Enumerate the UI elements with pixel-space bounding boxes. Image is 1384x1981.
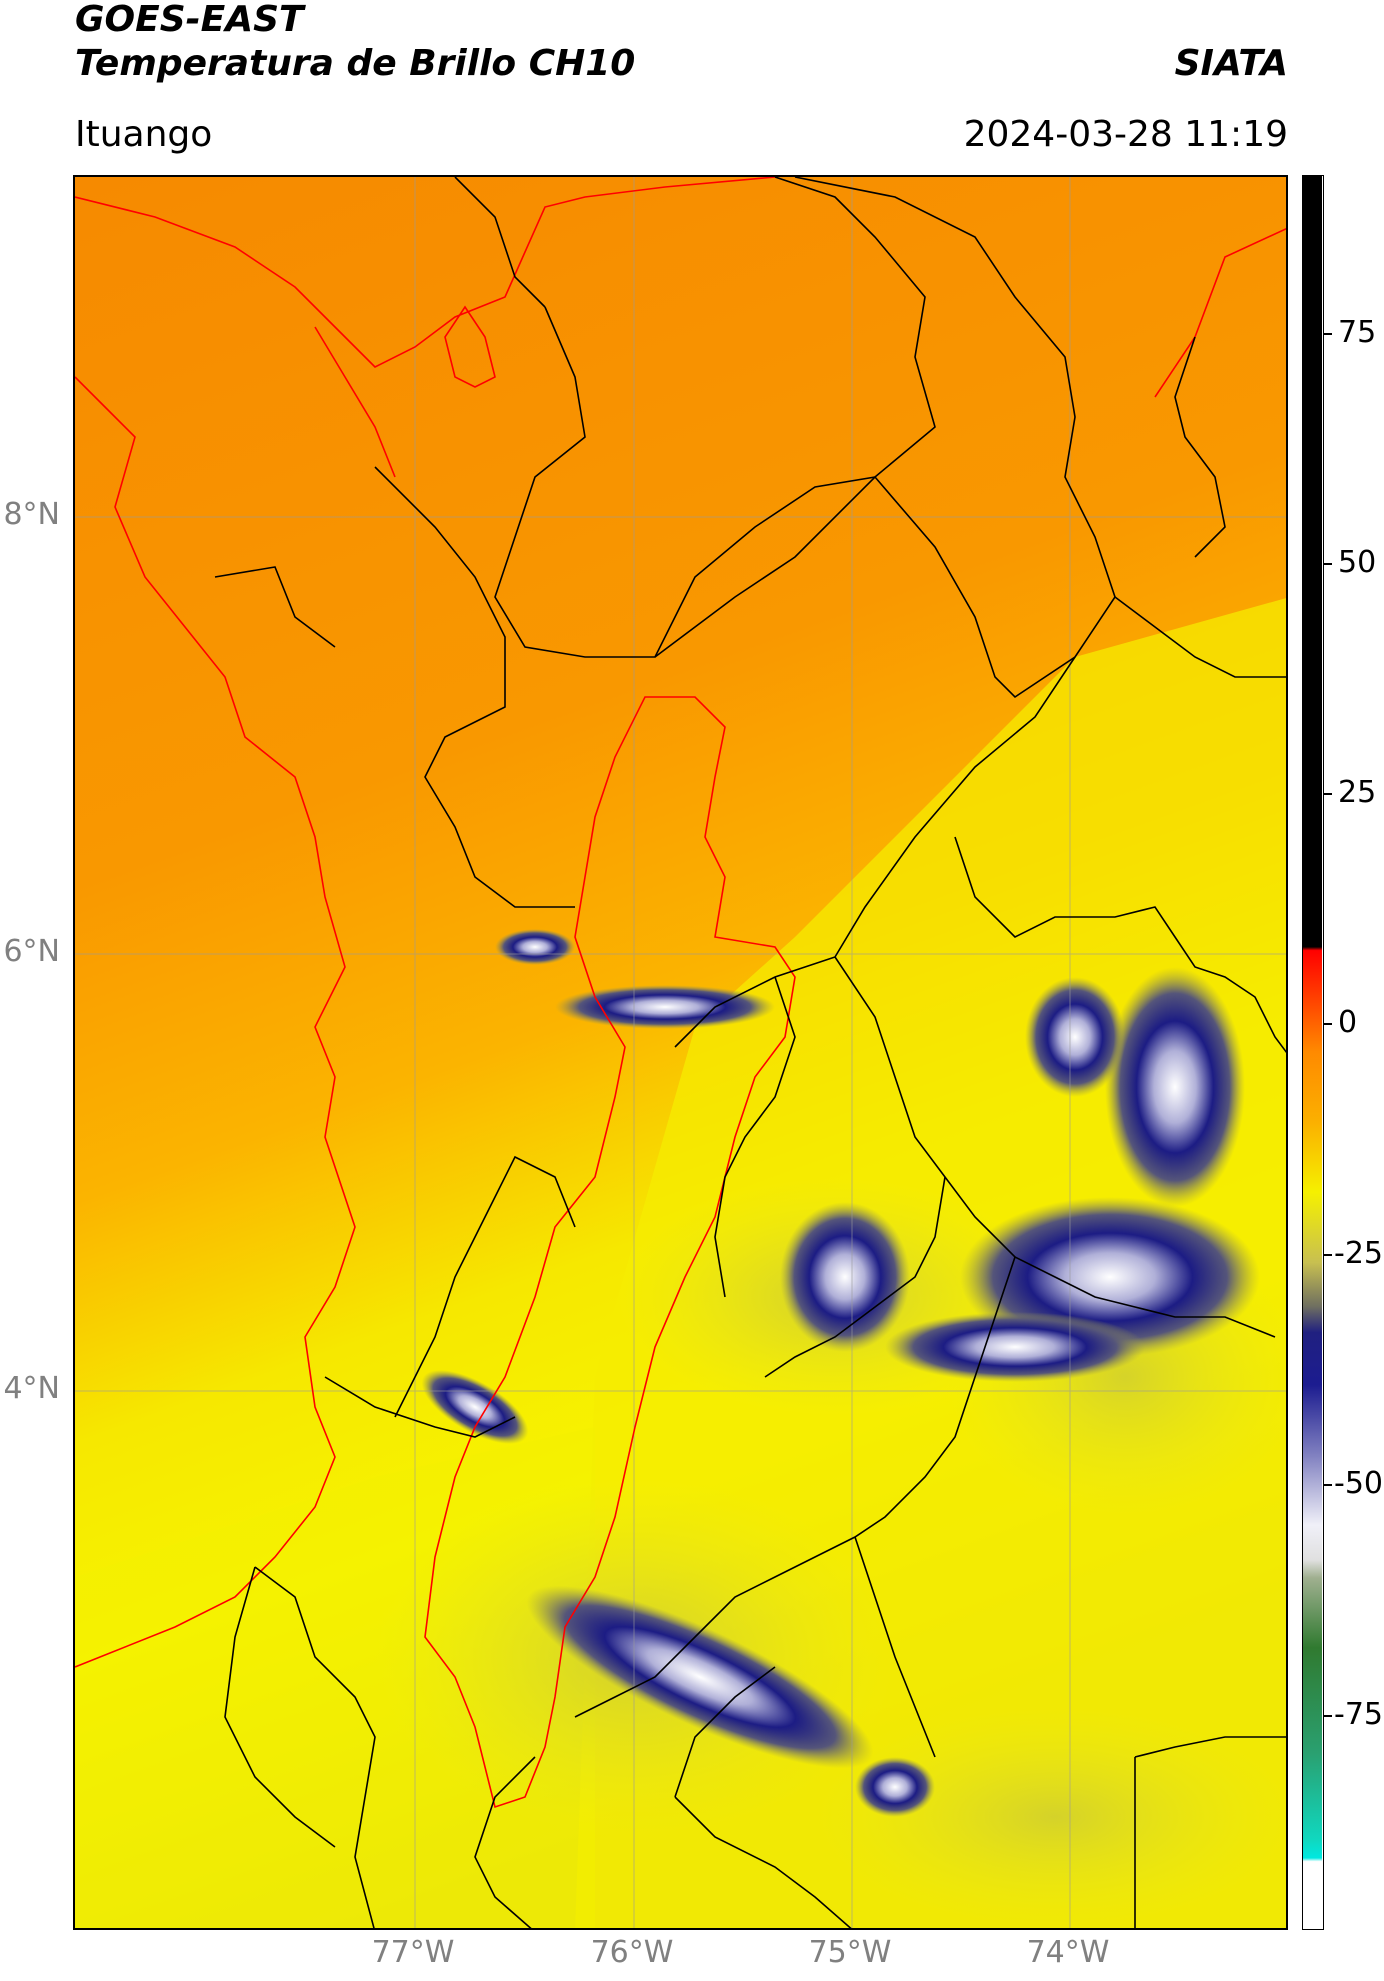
colorbar-label-minus75: -75 xyxy=(1334,1697,1383,1732)
colorbar-tick xyxy=(1324,1023,1332,1025)
storm-cell xyxy=(1025,977,1125,1097)
storm-cell xyxy=(885,1312,1145,1382)
storm-cell xyxy=(421,1370,529,1444)
storm-cell xyxy=(780,1202,910,1352)
lon-label-77w: 77°W xyxy=(371,1935,455,1970)
colorbar-tick xyxy=(1324,333,1332,335)
lat-label-8n: 8°N xyxy=(3,497,60,532)
title-line1: GOES-EAST xyxy=(75,0,304,40)
lat-label-4n: 4°N xyxy=(3,1371,60,1406)
political-borders xyxy=(214,177,1286,1928)
location-label: Ituango xyxy=(75,114,213,155)
cloud-haze xyxy=(815,1707,1286,1927)
colorbar xyxy=(1302,175,1324,1930)
colorbar-label-0: 0 xyxy=(1338,1005,1358,1040)
lon-label-75w: 75°W xyxy=(808,1935,892,1970)
colorbar-label-minus50: -50 xyxy=(1334,1466,1383,1501)
colorbar-tick xyxy=(1324,793,1332,795)
title-line2: Temperatura de Brillo CH10 xyxy=(75,43,636,84)
lon-label-74w: 74°W xyxy=(1026,1935,1110,1970)
storm-cell xyxy=(495,929,575,965)
lat-label-6n: 6°N xyxy=(3,934,60,969)
colorbar-tick xyxy=(1324,563,1332,565)
colorbar-label-minus25: -25 xyxy=(1334,1236,1383,1271)
gridlines xyxy=(75,177,1286,1928)
colorbar-tick xyxy=(1324,1715,1332,1717)
datetime-label: 2024-03-28 11:19 xyxy=(963,114,1288,155)
colorbar-tick xyxy=(1324,1254,1332,1256)
colorbar-label-75: 75 xyxy=(1338,315,1377,350)
lon-label-76w: 76°W xyxy=(590,1935,674,1970)
colorbar-label-50: 50 xyxy=(1338,545,1377,580)
storm-cell xyxy=(1105,967,1245,1207)
storm-cell xyxy=(555,985,775,1029)
storm-cell xyxy=(855,1757,935,1817)
satellite-map[interactable] xyxy=(73,175,1288,1930)
colorbar-gradient xyxy=(1303,176,1322,1928)
coastline xyxy=(75,177,1286,1809)
colorbar-tick xyxy=(1324,1484,1332,1486)
map-svg xyxy=(75,177,1286,1928)
organization-label: SIATA xyxy=(1174,43,1288,84)
storm-cell xyxy=(526,1585,874,1769)
colorbar-label-25: 25 xyxy=(1338,775,1377,810)
